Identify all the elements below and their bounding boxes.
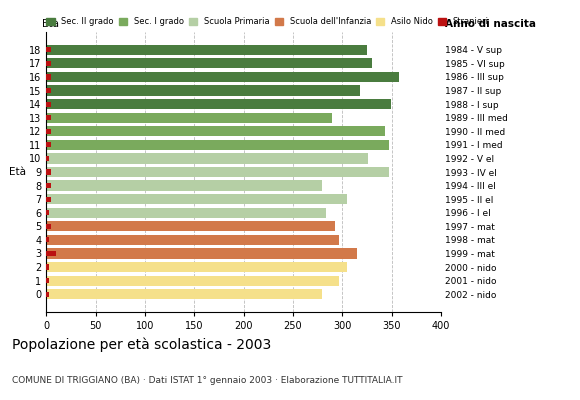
Bar: [46, 74, 51, 80]
Text: Popolazione per età scolastica - 2003: Popolazione per età scolastica - 2003: [12, 338, 271, 352]
Legend: Sec. II grado, Sec. I grado, Scuola Primaria, Scuola dell'Infanzia, Asilo Nido, : Sec. II grado, Sec. I grado, Scuola Prim…: [46, 17, 489, 26]
Bar: [46, 86, 360, 96]
Bar: [46, 278, 49, 283]
Bar: [46, 183, 51, 188]
Bar: [46, 276, 339, 286]
Bar: [46, 115, 51, 120]
Y-axis label: Età: Età: [9, 167, 26, 177]
Bar: [46, 45, 367, 55]
Bar: [46, 197, 51, 202]
Bar: [46, 142, 51, 147]
Bar: [46, 262, 347, 272]
Bar: [46, 61, 51, 66]
Bar: [46, 140, 389, 150]
Bar: [46, 167, 389, 177]
Bar: [46, 264, 49, 270]
Bar: [46, 237, 49, 242]
Text: Età: Età: [42, 19, 60, 29]
Text: Anno di nascita: Anno di nascita: [445, 19, 536, 29]
Bar: [46, 88, 51, 93]
Bar: [46, 235, 339, 245]
Bar: [46, 47, 51, 52]
Bar: [46, 210, 49, 215]
Bar: [46, 221, 335, 231]
Bar: [46, 113, 332, 123]
Bar: [46, 156, 49, 161]
Text: COMUNE DI TRIGGIANO (BA) · Dati ISTAT 1° gennaio 2003 · Elaborazione TUTTITALIA.: COMUNE DI TRIGGIANO (BA) · Dati ISTAT 1°…: [12, 376, 402, 385]
Bar: [46, 58, 372, 68]
Bar: [46, 208, 327, 218]
Bar: [46, 251, 56, 256]
Bar: [46, 248, 357, 258]
Bar: [46, 129, 51, 134]
Bar: [46, 153, 368, 164]
Bar: [46, 126, 385, 136]
Bar: [46, 170, 51, 174]
Bar: [46, 99, 390, 109]
Bar: [46, 289, 322, 299]
Bar: [46, 292, 49, 297]
Bar: [46, 102, 51, 107]
Bar: [46, 224, 51, 229]
Bar: [46, 72, 400, 82]
Bar: [46, 194, 347, 204]
Bar: [46, 180, 322, 191]
